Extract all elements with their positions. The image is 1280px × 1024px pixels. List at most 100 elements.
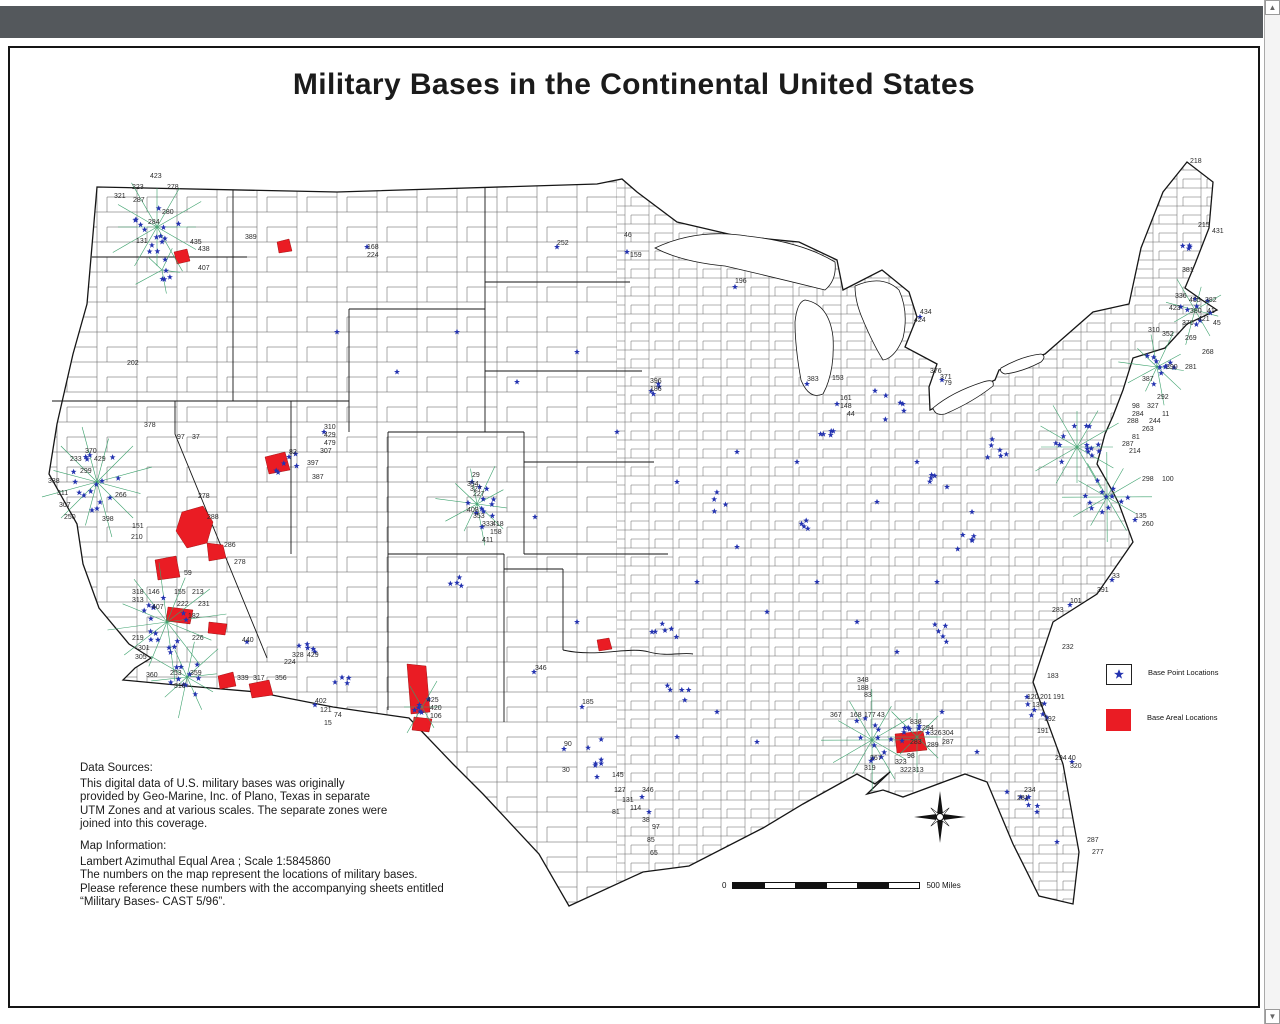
base-point-marker	[425, 696, 432, 703]
base-point-marker	[1109, 493, 1116, 500]
base-point-marker	[662, 627, 668, 634]
leader-line	[871, 706, 892, 741]
base-number-label: 380	[1190, 308, 1202, 315]
base-point-marker	[713, 489, 720, 495]
base-number-label: 233	[70, 456, 82, 463]
base-point-marker	[1096, 448, 1102, 454]
leader-line	[156, 226, 197, 250]
leader-line	[174, 649, 188, 678]
base-number-label: 278	[167, 184, 179, 191]
base-point-marker	[915, 725, 922, 732]
base-number-label: 425	[427, 697, 439, 704]
leader-line	[1137, 348, 1158, 368]
leader-line	[916, 736, 939, 759]
vertical-scrollbar[interactable]: ▲ ▼	[1264, 0, 1280, 1024]
legend-areal-label: Base Areal Locations	[1147, 713, 1218, 722]
base-number-label: 219	[132, 635, 144, 642]
base-point-marker	[70, 468, 77, 475]
base-number-label: 336	[1175, 293, 1187, 300]
base-point-marker	[456, 574, 463, 581]
scroll-down-icon[interactable]: ▼	[1265, 1009, 1280, 1024]
base-point-marker	[803, 517, 810, 524]
base-number-label: 250	[64, 514, 76, 521]
leader-line	[916, 715, 939, 738]
leader-line	[133, 579, 168, 623]
base-number-label: 81	[612, 809, 620, 816]
base-point-marker	[1039, 711, 1046, 717]
base-point-marker	[418, 709, 425, 716]
base-point-marker	[334, 328, 340, 335]
base-point-marker	[1088, 445, 1095, 452]
scroll-up-icon[interactable]: ▲	[1265, 0, 1280, 15]
base-number-label: 287	[1087, 837, 1099, 844]
base-point-marker	[162, 256, 169, 263]
base-point-marker	[674, 478, 680, 485]
base-number-label: 40	[1068, 755, 1076, 762]
base-number-label: 153	[832, 375, 844, 382]
base-number-label: 65	[650, 850, 658, 857]
base-point-marker	[868, 757, 874, 764]
leader-line	[445, 503, 478, 522]
base-point-marker	[969, 537, 976, 544]
base-number-label: 269	[1185, 335, 1197, 342]
base-number-label: 391	[1097, 587, 1109, 594]
base-point-marker	[1086, 423, 1093, 429]
base-point-marker	[99, 478, 105, 484]
base-number-label: 292	[1157, 394, 1169, 401]
leader-line	[1176, 278, 1196, 311]
base-point-marker	[447, 580, 454, 587]
base-point-marker	[311, 648, 318, 655]
base-number-label: 59	[184, 570, 192, 577]
base-number-label: 85	[647, 837, 655, 844]
base-point-marker	[345, 674, 352, 681]
base-point-marker	[989, 436, 996, 442]
scale-segment	[733, 883, 765, 888]
base-point-marker	[531, 668, 537, 675]
leader-line	[1194, 309, 1219, 317]
base-point-marker	[469, 478, 475, 485]
base-point-marker	[1083, 422, 1090, 429]
base-point-marker	[931, 472, 938, 479]
base-point-marker	[488, 501, 495, 507]
base-number-label: 232	[1062, 644, 1074, 651]
base-number-label: 294	[922, 725, 934, 732]
base-point-marker	[574, 348, 580, 355]
base-point-marker	[478, 505, 485, 512]
base-number-label: 381	[1182, 267, 1194, 274]
base-point-marker	[304, 641, 311, 647]
base-number-label: 304	[942, 730, 954, 737]
state-boundaries	[52, 187, 694, 722]
base-point-marker	[1004, 788, 1010, 795]
base-point-marker	[1186, 243, 1193, 250]
base-number-label: 299	[80, 468, 92, 475]
base-point-marker	[192, 691, 199, 697]
window-titlebar[interactable]	[0, 6, 1263, 38]
base-point-marker	[180, 610, 187, 616]
base-number-label: 284	[1132, 411, 1144, 418]
base-point-marker	[1193, 321, 1200, 328]
base-point-marker	[1067, 601, 1073, 608]
base-point-marker	[1105, 504, 1112, 511]
base-number-label: 33	[1112, 573, 1120, 580]
base-point-marker	[489, 512, 496, 519]
base-number-label: 307	[59, 502, 71, 509]
base-point-marker	[186, 671, 193, 677]
base-number-label: 196	[735, 278, 747, 285]
leader-line	[1106, 468, 1124, 498]
base-point-marker	[655, 380, 662, 387]
base-number-label: 339	[237, 675, 249, 682]
base-point-marker	[874, 734, 881, 741]
base-point-marker	[711, 496, 718, 502]
base-point-marker	[659, 620, 666, 627]
base-point-marker	[1025, 802, 1032, 808]
base-number-label: 359	[190, 670, 202, 677]
base-point-marker	[1192, 295, 1199, 302]
base-point-marker	[183, 616, 190, 623]
base-number-label: 227	[473, 491, 485, 498]
leader-line	[60, 481, 98, 519]
base-point-marker	[939, 708, 945, 715]
base-point-marker	[882, 416, 889, 423]
base-number-label: 127	[614, 787, 626, 794]
base-point-marker	[137, 221, 144, 228]
base-number-label: 15	[324, 720, 332, 727]
